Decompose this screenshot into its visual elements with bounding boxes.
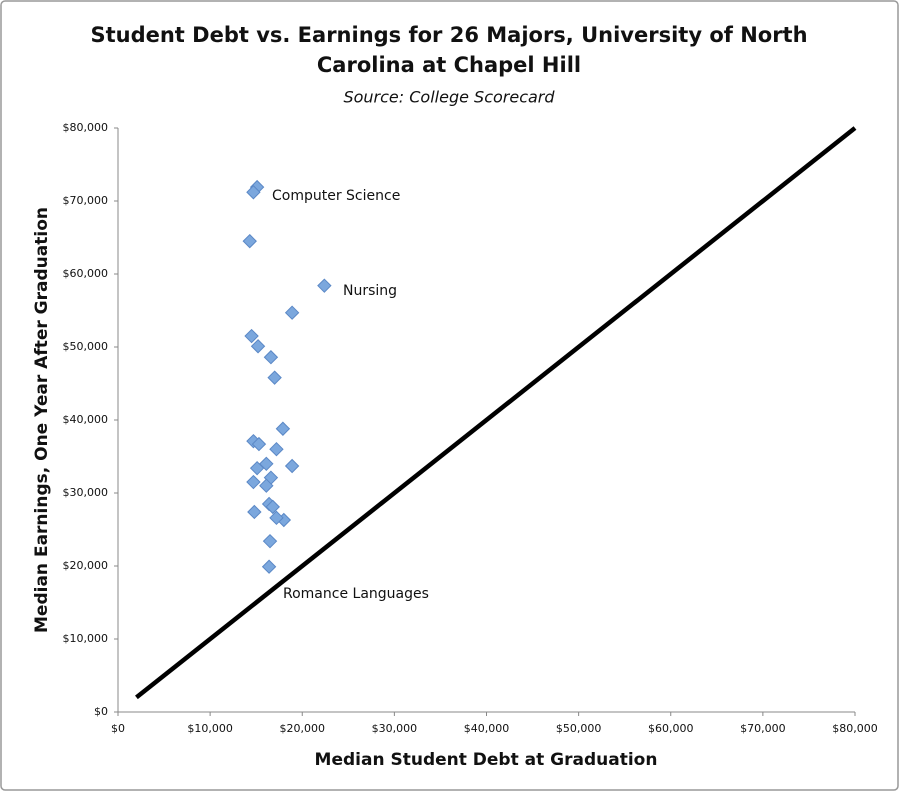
point (317, 278, 332, 293)
y-tick-label: $70,000 (63, 194, 109, 207)
x-tick-label: $20,000 (280, 722, 326, 735)
y-tick-label: $20,000 (63, 559, 109, 572)
point (246, 185, 261, 200)
point (246, 474, 261, 490)
point (284, 458, 300, 474)
y-tick-label: $80,000 (63, 121, 109, 134)
x-tick-label: $30,000 (372, 722, 418, 735)
annotation: Romance Languages (283, 586, 429, 602)
chart-subtitle: Source: College Scorecard (343, 88, 555, 107)
point (249, 460, 265, 476)
x-tick-label: $10,000 (187, 722, 233, 735)
point (275, 421, 291, 436)
y-axis-title: Median Earnings, One Year After Graduati… (32, 207, 52, 633)
y-tick-label: $30,000 (63, 486, 109, 499)
y-tick-label: $60,000 (63, 267, 109, 280)
y-tick-label: $40,000 (63, 413, 109, 426)
x-tick-label: $0 (111, 722, 125, 735)
y-tick-label: $10,000 (63, 632, 109, 645)
reference-line (135, 126, 857, 700)
point (261, 559, 277, 574)
x-tick-label: $60,000 (648, 722, 694, 735)
point (259, 478, 274, 493)
point (247, 504, 262, 520)
x-axis-title: Median Student Debt at Graduation (315, 750, 658, 770)
chart-title: Student Debt vs. Earnings for 26 Majors,… (90, 23, 808, 77)
point (242, 233, 257, 249)
point (250, 339, 266, 354)
point (263, 350, 279, 365)
x-tick-label: $50,000 (556, 722, 602, 735)
point (251, 436, 267, 452)
x-tick-label: $80,000 (832, 722, 878, 735)
point (262, 533, 278, 549)
point (284, 305, 300, 320)
point (269, 441, 284, 457)
x-tick-label: $40,000 (464, 722, 510, 735)
annotation: Nursing (343, 283, 397, 299)
point (267, 370, 282, 385)
point (265, 499, 280, 515)
point (269, 510, 284, 526)
annotation: Computer Science (272, 188, 400, 204)
y-tick-label: $0 (94, 705, 108, 718)
x-tick-label: $70,000 (740, 722, 786, 735)
y-tick-label: $50,000 (63, 340, 109, 353)
point (244, 328, 259, 344)
